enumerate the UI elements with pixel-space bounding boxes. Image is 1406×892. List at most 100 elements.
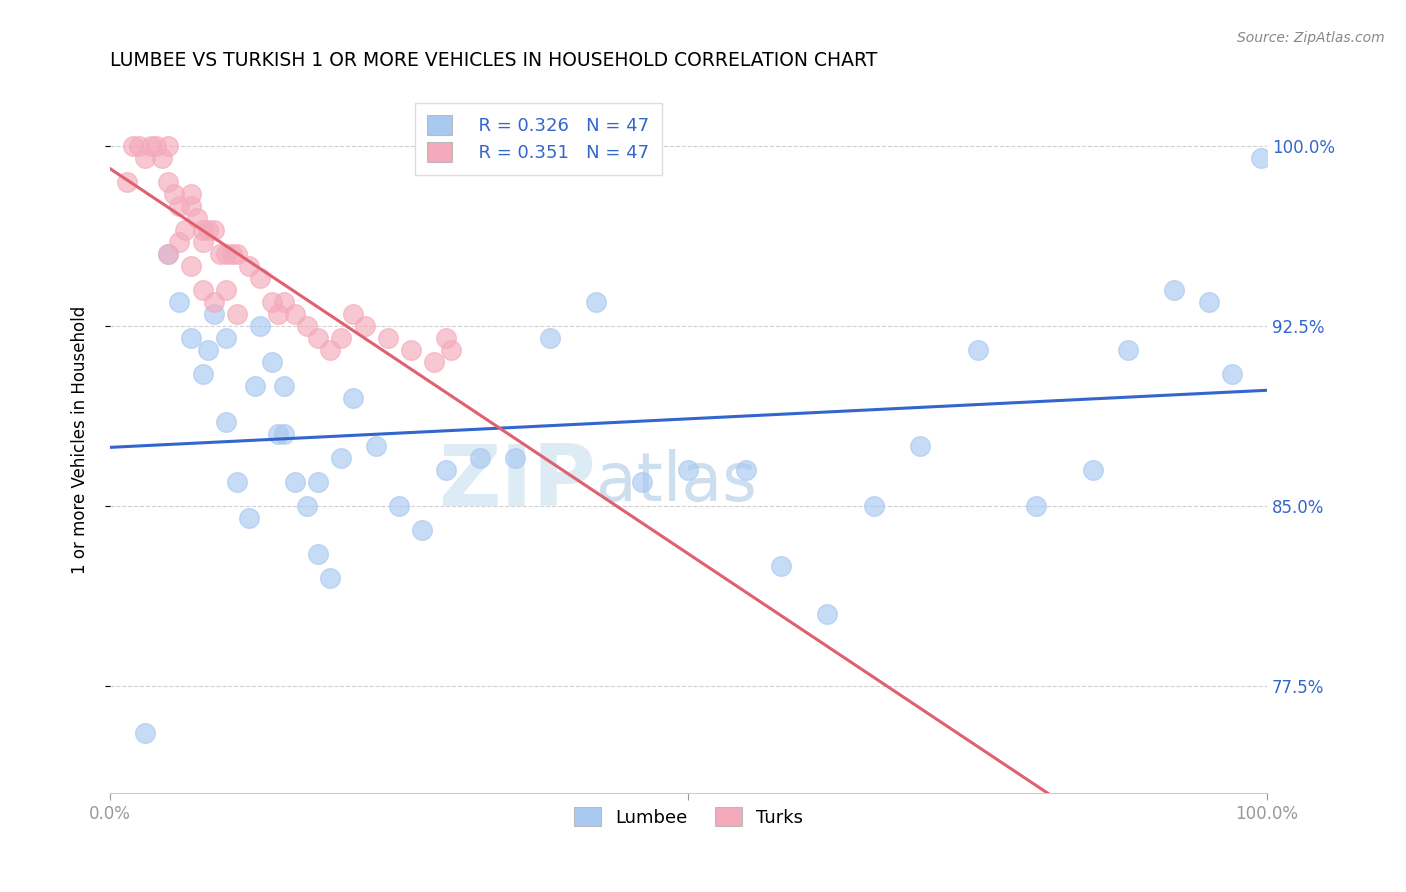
Point: [307, 475, 329, 489]
Point: [226, 307, 249, 321]
Point: [735, 463, 758, 477]
Point: [180, 259, 202, 273]
Point: [273, 295, 295, 310]
Point: [267, 307, 290, 321]
Point: [388, 499, 411, 513]
Point: [862, 499, 884, 513]
Point: [191, 367, 214, 381]
Point: [377, 331, 399, 345]
Point: [208, 247, 231, 261]
Point: [156, 139, 179, 153]
Point: [678, 463, 700, 477]
Point: [180, 199, 202, 213]
Point: [1025, 499, 1047, 513]
Point: [169, 199, 191, 213]
Point: [295, 499, 318, 513]
Point: [260, 355, 283, 369]
Text: Source: ZipAtlas.com: Source: ZipAtlas.com: [1237, 31, 1385, 45]
Point: [134, 152, 156, 166]
Point: [1163, 283, 1185, 297]
Point: [156, 247, 179, 261]
Point: [769, 558, 792, 573]
Point: [295, 319, 318, 334]
Text: atlas: atlas: [596, 450, 756, 516]
Point: [631, 475, 654, 489]
Point: [134, 726, 156, 740]
Legend: Lumbee, Turks: Lumbee, Turks: [567, 799, 810, 834]
Point: [319, 571, 342, 585]
Point: [215, 247, 238, 261]
Point: [908, 439, 931, 453]
Point: [966, 343, 988, 357]
Point: [169, 235, 191, 250]
Point: [174, 223, 197, 237]
Point: [470, 450, 492, 465]
Point: [156, 175, 179, 189]
Point: [249, 319, 271, 334]
Point: [267, 426, 290, 441]
Point: [440, 343, 463, 357]
Point: [249, 271, 271, 285]
Point: [1116, 343, 1139, 357]
Point: [273, 379, 295, 393]
Point: [156, 247, 179, 261]
Point: [215, 415, 238, 429]
Point: [366, 439, 388, 453]
Point: [197, 223, 219, 237]
Point: [215, 283, 238, 297]
Point: [284, 475, 307, 489]
Point: [538, 331, 561, 345]
Point: [202, 307, 225, 321]
Text: LUMBEE VS TURKISH 1 OR MORE VEHICLES IN HOUSEHOLD CORRELATION CHART: LUMBEE VS TURKISH 1 OR MORE VEHICLES IN …: [110, 51, 877, 70]
Point: [163, 187, 186, 202]
Point: [353, 319, 375, 334]
Point: [238, 510, 260, 524]
Point: [180, 187, 202, 202]
Point: [1083, 463, 1105, 477]
Point: [307, 547, 329, 561]
Y-axis label: 1 or more Vehicles in Household: 1 or more Vehicles in Household: [72, 306, 89, 574]
Point: [221, 247, 243, 261]
Point: [399, 343, 422, 357]
Point: [238, 259, 260, 273]
Point: [319, 343, 342, 357]
Point: [284, 307, 307, 321]
Point: [273, 426, 295, 441]
Point: [215, 331, 238, 345]
Point: [197, 343, 219, 357]
Point: [169, 295, 191, 310]
Point: [1198, 295, 1220, 310]
Point: [411, 523, 433, 537]
Point: [186, 211, 208, 226]
Point: [191, 283, 214, 297]
Point: [307, 331, 329, 345]
Point: [423, 355, 446, 369]
Point: [145, 139, 167, 153]
Point: [202, 223, 225, 237]
Point: [260, 295, 283, 310]
Text: ZIP: ZIP: [439, 441, 596, 524]
Point: [191, 235, 214, 250]
Point: [122, 139, 145, 153]
Point: [503, 450, 526, 465]
Point: [226, 475, 249, 489]
Point: [434, 331, 457, 345]
Point: [585, 295, 607, 310]
Point: [139, 139, 162, 153]
Point: [330, 450, 353, 465]
Point: [117, 175, 139, 189]
Point: [342, 307, 364, 321]
Point: [191, 223, 214, 237]
Point: [342, 391, 364, 405]
Point: [243, 379, 266, 393]
Point: [434, 463, 457, 477]
Point: [330, 331, 353, 345]
Point: [815, 607, 838, 621]
Point: [226, 247, 249, 261]
Point: [1250, 152, 1272, 166]
Point: [1220, 367, 1243, 381]
Point: [180, 331, 202, 345]
Point: [202, 295, 225, 310]
Point: [150, 152, 173, 166]
Point: [128, 139, 150, 153]
